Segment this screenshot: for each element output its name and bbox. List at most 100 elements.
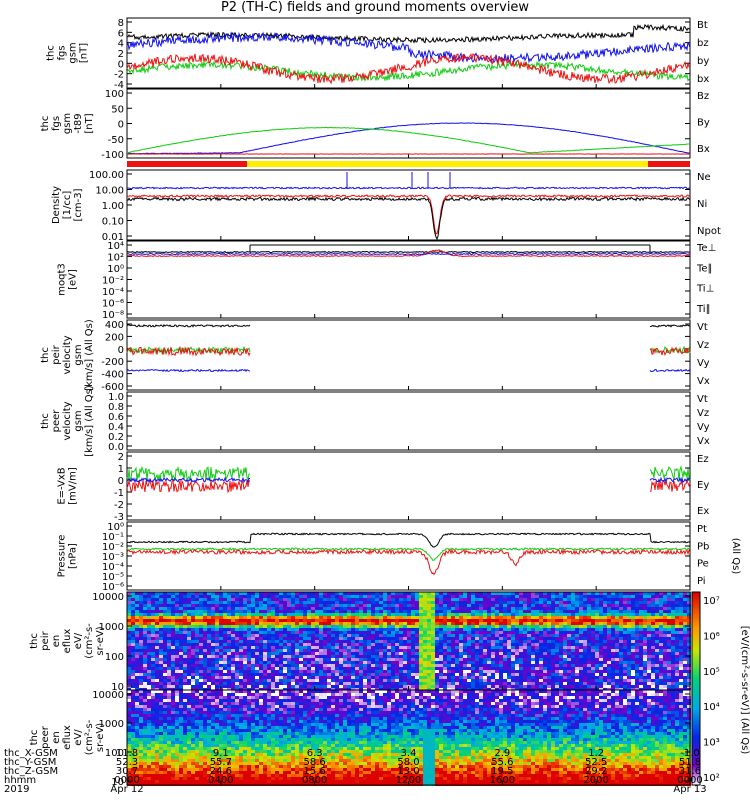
spec-cell [199,631,203,634]
spec-cell [159,655,163,658]
spec-cell [247,667,251,670]
spec-cell [239,658,243,661]
spec-cell [255,667,259,670]
spec-cell [547,622,551,625]
spec-cell [607,652,611,655]
spec-cell [335,601,339,604]
spec-cell [527,610,531,613]
spec-cell [659,661,663,664]
spec-cell [399,693,403,696]
spec-cell [247,610,251,613]
spec-cell [187,690,191,693]
spec-cell [163,607,167,610]
spec-cell [175,673,179,676]
spec-cell [171,613,175,616]
spec-cell [475,667,479,670]
spec-cell [591,685,595,688]
spec-cell [639,625,643,628]
spec-cell [287,640,291,643]
spec-cell [323,646,327,649]
spec-cell [651,655,655,658]
spec-cell [163,655,167,658]
spec-cell [495,601,499,604]
spec-cell [627,628,631,631]
spec-cell [639,676,643,679]
spec-cell [623,610,627,613]
spec-cell [563,634,567,637]
spec-cell [591,690,595,693]
spec-cell [643,673,647,676]
spec-cell [483,604,487,607]
spec-cell [283,655,287,658]
spec-cell [171,676,175,679]
spec-cell [443,655,447,658]
spec-cell [379,676,383,679]
spec-cell [667,682,671,685]
spec-cell [499,625,503,628]
spec-cell [435,685,439,688]
spec-cell [379,664,383,667]
spec-cell [647,690,651,693]
spec-cell [147,622,151,625]
spec-cell [271,610,275,613]
spec-cell [647,649,651,652]
spec-cell [283,625,287,628]
spec-cell [259,622,263,625]
spec-cell [619,673,623,676]
spec-cell [663,664,667,667]
spec-cell [347,679,351,682]
spec-cell [571,604,575,607]
spec-cell [635,607,639,610]
spec-cell [643,631,647,634]
spec-cell [279,690,283,693]
spec-cell [595,592,599,595]
spec-cell [487,676,491,679]
spec-cell [171,595,175,598]
spec-cell [603,610,607,613]
spec-cell [499,667,503,670]
spec-cell [219,634,223,637]
spec-cell [395,604,399,607]
spec-cell [339,664,343,667]
spec-cell [291,646,295,649]
spec-cell [615,643,619,646]
spec-cell [411,649,415,652]
spec-cell [631,693,635,696]
spec-cell [275,640,279,643]
spec-cell [159,652,163,655]
spec-cell [503,646,507,649]
spec-cell [463,607,467,610]
spec-cell [623,682,627,685]
spec-cell [555,676,559,679]
spec-cell [143,652,147,655]
spec-cell [419,592,423,595]
spec-cell [139,622,143,625]
spec-cell [555,643,559,646]
spec-cell [559,625,563,628]
spec-cell [367,693,371,696]
spec-cell [455,637,459,640]
spec-cell [227,696,231,699]
spec-cell [251,667,255,670]
spec-cell [267,682,271,685]
spec-cell [147,661,151,664]
spec-cell [323,670,327,673]
spec-cell [647,598,651,601]
spec-cell [175,664,179,667]
spec-cell [587,673,591,676]
spec-cell [635,625,639,628]
spec-cell [387,601,391,604]
spec-cell [475,679,479,682]
spec-cell [187,628,191,631]
spec-cell [219,646,223,649]
spec-cell [471,592,475,595]
spec-cell [531,634,535,637]
spec-cell [159,607,163,610]
spec-cell [247,595,251,598]
spec-cell [575,690,579,693]
spec-cell [451,658,455,661]
spec-cell [347,658,351,661]
spec-cell [395,610,399,613]
spec-cell [603,637,607,640]
spec-cell [255,598,259,601]
